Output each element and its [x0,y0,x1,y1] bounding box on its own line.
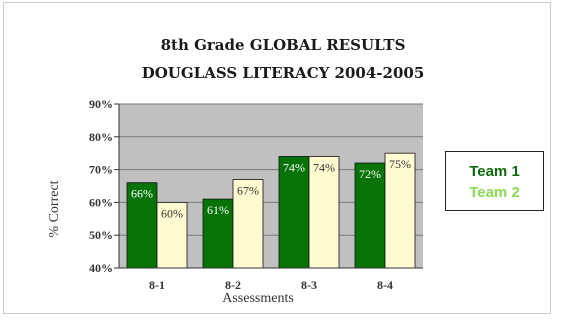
y-axis-label: % Correct [47,180,62,237]
bar-team-2 [232,179,264,269]
data-labels: 66% 60% 61% 67% 74% 74% 72% 75% [131,157,411,220]
y-tick-label: 70% [89,163,113,177]
axes [114,103,423,269]
x-tick-label: 8-4 [377,278,393,292]
bar-team-2 [156,201,188,269]
bar-team-1 [202,198,234,269]
bar-team-2 [384,152,416,269]
bar-team-1 [126,182,158,269]
x-tick-label: 8-3 [301,278,317,292]
legend: Team 1 Team 2 [445,151,544,211]
y-tick-label: 40% [89,261,113,275]
bar-team-2 [308,156,340,269]
x-tick-label: 8-2 [225,278,241,292]
data-label-team-2: 67% [237,183,259,197]
data-label-team-1: 74% [283,160,305,174]
data-label-team-2: 60% [161,206,183,220]
y-tick-labels: 40% 50% 60% 70% 80% 90% [89,97,113,275]
data-label-team-1: 61% [207,203,229,217]
data-label-team-1: 72% [359,167,381,181]
y-tick-label: 60% [89,195,113,209]
data-label-team-1: 66% [131,187,153,201]
x-tick-label: 8-1 [149,278,165,292]
x-tick-labels: 8-1 8-2 8-3 8-4 [149,278,393,292]
data-label-team-2: 75% [389,157,411,171]
legend-entry-team-2: Team 2 [469,184,520,201]
bars [126,152,416,269]
legend-entry-team-1: Team 1 [469,163,520,180]
chart-title-line-1: 8th Grade GLOBAL RESULTS [161,36,406,54]
y-tick-label: 90% [89,97,113,111]
y-tick-label: 50% [89,228,113,242]
chart-title-line-2: DOUGLASS LITERACY 2004-2005 [142,64,425,82]
x-axis-label: Assessments [222,291,294,306]
y-tick-label: 80% [89,130,113,144]
data-label-team-2: 74% [313,160,335,174]
